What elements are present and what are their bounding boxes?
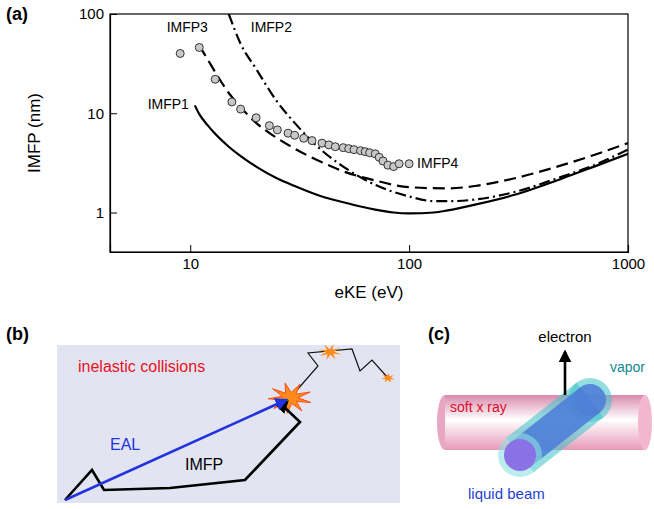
figure: 101001000110100eKE (eV)IMFP (nm)IMFP1IMF…: [0, 0, 654, 509]
thin-path: [290, 349, 388, 398]
y-tick: 1: [96, 204, 117, 221]
collision-burst: [268, 383, 311, 413]
data-point: [273, 126, 281, 134]
diagram-label: inelastic collisions: [78, 358, 205, 375]
vapor-face: [498, 433, 542, 477]
data-point: [395, 160, 403, 168]
y-tick-mark: [110, 113, 117, 114]
data-point: [265, 122, 273, 130]
data-point: [291, 131, 299, 139]
diagram-label: IMFP: [185, 456, 223, 473]
collision-burst: [381, 373, 395, 382]
data-point: [195, 43, 203, 51]
y-tick-label: 10: [87, 105, 104, 122]
y-axis-title: IMFP (nm): [25, 93, 44, 173]
x-tick: 10: [182, 245, 199, 272]
x-tick-label: 10: [182, 255, 199, 272]
x-tick-label: 100: [397, 255, 422, 272]
diagram-label: electron: [538, 328, 591, 345]
diagram-label: EAL: [110, 436, 140, 453]
data-line: [199, 46, 628, 189]
y-tick-mark: [110, 14, 117, 15]
x-tick: 100: [397, 245, 422, 272]
panel-label: (c): [428, 324, 450, 344]
x-axis-title: eKE (eV): [335, 283, 404, 302]
diagram-label: liquid beam: [468, 485, 545, 502]
liquid-beam-face: [504, 439, 536, 471]
x-tick-mark: [409, 245, 410, 252]
data-point: [308, 137, 316, 145]
series-labels: IMFP1 IMFP2 IMFP3 IMFP4: [148, 19, 459, 171]
y-axis-line: [111, 15, 118, 253]
y-tick-mark: [110, 213, 117, 214]
data-line: [229, 14, 628, 201]
x-tick: 1000: [612, 245, 645, 272]
xray-beam-end: [638, 395, 652, 450]
data-point: [176, 49, 184, 57]
data-point: [252, 114, 260, 122]
diagram-label: vapor: [610, 359, 645, 375]
y-tick-label: 100: [79, 5, 104, 22]
x-tick-label: 1000: [612, 255, 645, 272]
series-label: IMFP2: [251, 19, 292, 35]
electron-arrow: [564, 352, 567, 395]
y-axis: 1 10 100: [79, 5, 117, 252]
data-point: [331, 143, 339, 151]
data-point: [300, 134, 308, 142]
series-label: IMFP3: [167, 19, 208, 35]
x-tick-mark: [628, 245, 629, 252]
collision-burst: [319, 344, 342, 360]
eal-arrow: [65, 400, 286, 500]
series-label: IMFP1: [148, 96, 189, 112]
y-tick: 10: [87, 105, 117, 122]
data-point: [228, 98, 236, 106]
panel-label: (b): [6, 324, 29, 344]
panel-b-background: [57, 345, 400, 503]
series-label: IMFP4: [417, 155, 458, 171]
diagram-label: soft x ray: [450, 399, 507, 415]
plot-area: [176, 14, 628, 213]
x-tick-mark: [190, 245, 191, 252]
x-axis: 10 100 1000: [111, 245, 646, 272]
panel-b: inelastic collisions EAL IMFP: [57, 344, 400, 503]
y-tick: 100: [79, 5, 117, 22]
data-point: [405, 160, 413, 168]
data-point: [211, 75, 219, 83]
data-point: [237, 105, 245, 113]
panel-c: electron soft x ray vapor liquid beam: [437, 328, 652, 502]
y-tick-label: 1: [96, 204, 104, 221]
plot-frame: [110, 14, 628, 252]
panel-label: (a): [6, 4, 28, 24]
x-axis-line: [111, 245, 629, 253]
